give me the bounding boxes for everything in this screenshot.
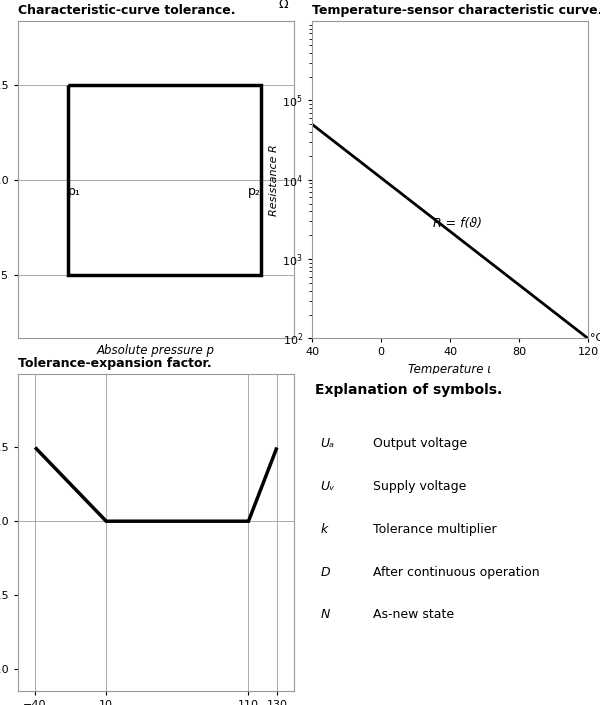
Text: D: D: [320, 565, 330, 579]
Text: Ω: Ω: [279, 0, 289, 11]
Text: Characteristic-curve tolerance.: Characteristic-curve tolerance.: [18, 4, 235, 17]
X-axis label: Temperature ι: Temperature ι: [409, 363, 491, 376]
Text: °C: °C: [590, 333, 600, 343]
Text: After continuous operation: After continuous operation: [373, 565, 539, 579]
Text: Output voltage: Output voltage: [373, 437, 467, 450]
Text: N: N: [320, 608, 329, 621]
Text: As-new state: As-new state: [373, 608, 454, 621]
Text: Explanation of symbols.: Explanation of symbols.: [315, 383, 502, 397]
Text: Supply voltage: Supply voltage: [373, 480, 466, 493]
Text: p₁: p₁: [68, 185, 80, 198]
Text: p₂: p₂: [248, 185, 261, 198]
Text: R = f(ϑ): R = f(ϑ): [433, 217, 482, 231]
Text: Tolerance multiplier: Tolerance multiplier: [373, 523, 496, 536]
Y-axis label: Resistance R: Resistance R: [269, 144, 280, 216]
Text: Uᵥ: Uᵥ: [320, 480, 335, 493]
Text: Temperature-sensor characteristic curve.: Temperature-sensor characteristic curve.: [312, 4, 600, 17]
Text: k: k: [320, 523, 328, 536]
X-axis label: Absolute pressure p: Absolute pressure p: [97, 344, 215, 357]
Text: Uₐ: Uₐ: [320, 437, 334, 450]
Text: Tolerance-expansion factor.: Tolerance-expansion factor.: [18, 357, 212, 369]
